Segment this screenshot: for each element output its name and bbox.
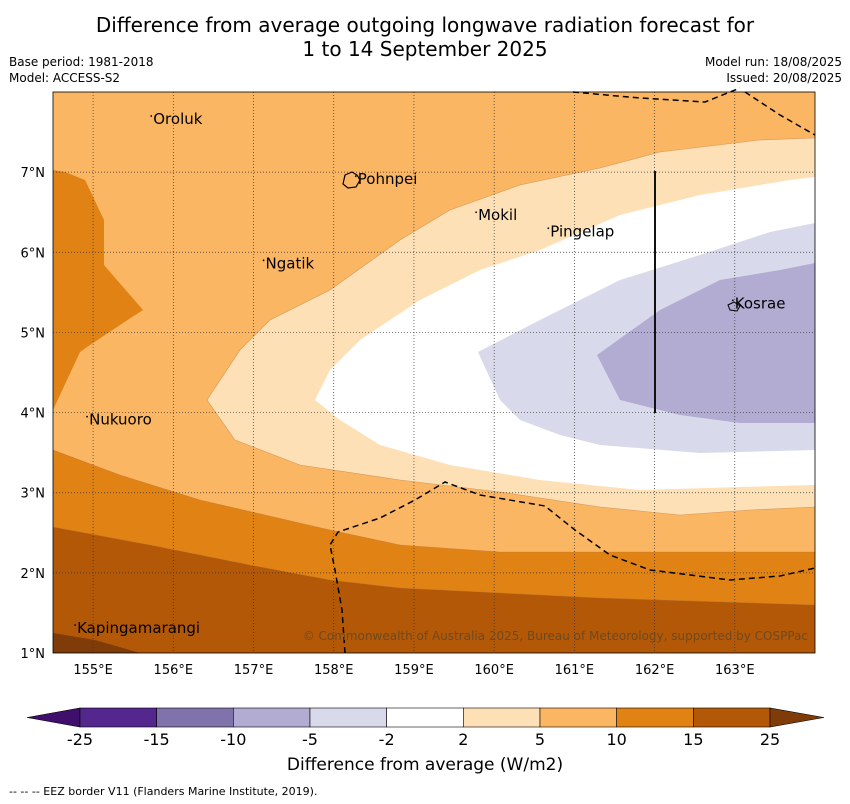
band-10-15-west (53, 170, 143, 410)
y-tick-label: 5°N (21, 326, 46, 341)
y-tick-label: 1°N (21, 647, 46, 662)
map-title: Difference from average outgoing longwav… (0, 13, 850, 61)
x-tick-label: 161°E (555, 663, 595, 678)
eez-border-northeast (744, 91, 816, 136)
colorbar-tick-label: 5 (534, 730, 546, 749)
y-tick-label: 2°N (21, 567, 46, 582)
colorbar-tick-label: 15 (683, 730, 704, 749)
x-tick-label: 155°E (73, 663, 113, 678)
colorbar-tick-label: -10 (220, 730, 247, 749)
gridlines (53, 92, 815, 653)
place-marker (731, 299, 734, 302)
colorbar-swatch (616, 707, 694, 728)
place-marker (475, 211, 478, 214)
colorbar-swatch (386, 707, 464, 728)
colorbar (26, 707, 825, 728)
contour-fill (53, 92, 815, 653)
meta-left: Base period: 1981-2018 Model: ACCESS-S2 (9, 54, 154, 86)
eez-border-south (329, 481, 816, 654)
x-axis-labels: 155°E 156°E 157°E 158°E 159°E 160°E 161°E 162°E… (73, 663, 754, 678)
colorbar-swatch (539, 707, 617, 728)
map-title-line2: 1 to 14 September 2025 (302, 37, 548, 61)
colorbar-title: Difference from average (W/m2) (286, 755, 564, 775)
x-tick-label: 157°E (234, 663, 274, 678)
place-marker (150, 115, 153, 117)
place-label-pingelap: Pingelap (550, 222, 614, 240)
colorbar-tick-label: -25 (66, 730, 94, 749)
colorbar-arrow-high (769, 707, 825, 728)
place-marker (354, 175, 357, 178)
colorbar-tick-label: -5 (302, 730, 318, 749)
colorbar-swatch (693, 707, 771, 728)
model-name: Model: ACCESS-S2 (9, 71, 121, 85)
colorbar-swatch (233, 707, 311, 728)
copyright-notice: © Commonwealth of Australia 2025, Bureau… (303, 629, 808, 643)
x-tick-label: 163°E (715, 663, 755, 678)
eez-border-north (572, 87, 741, 103)
colorbar-swatch (309, 707, 387, 728)
meta-right: Model run: 18/08/2025 Issued: 20/08/2025 (705, 54, 842, 86)
place-label-mokil: Mokil (478, 206, 517, 224)
colorbar-tick-label: -2 (378, 730, 395, 749)
x-tick-label: 159°E (394, 663, 434, 678)
colorbar-tick-label: -15 (143, 730, 170, 749)
pohnpei-island-icon (342, 171, 361, 189)
band-25-plus (53, 633, 140, 653)
band-minus10-minus5 (597, 263, 815, 423)
place-label-oroluk: Oroluk (153, 110, 202, 128)
y-axis-labels: 7°N 6°N 5°N 4°N 3°N 2°N 1°N (21, 166, 46, 662)
place-label-pohnpei: Pohnpei (358, 170, 418, 188)
colorbar-arrow-low (26, 707, 81, 728)
eez-border (329, 87, 816, 654)
y-tick-label: 6°N (21, 246, 46, 261)
colorbar-tick-label: 2 (458, 730, 469, 749)
colorbar-swatch (463, 707, 541, 728)
y-tick-label: 3°N (21, 487, 46, 502)
model-run: Model run: 18/08/2025 (704, 55, 842, 69)
y-tick-label: 7°N (21, 166, 46, 181)
x-tick-label: 162°E (635, 663, 675, 678)
base-period: Base period: 1981-2018 (9, 55, 154, 69)
colorbar-swatch (79, 707, 157, 728)
footnote: -- -- -- EEZ border V11 (Flanders Marine… (9, 785, 318, 798)
place-label-kosrae: Kosrae (735, 294, 786, 312)
y-tick-label: 4°N (21, 407, 46, 422)
kosrae-island-icon (727, 301, 741, 312)
colorbar-tick-label: 25 (759, 730, 781, 749)
issued-date: Issued: 20/08/2025 (726, 71, 842, 85)
x-tick-label: 156°E (154, 663, 194, 678)
x-tick-label: 158°E (314, 663, 354, 678)
place-marker (74, 624, 76, 626)
colorbar-tick-label: 10 (606, 730, 627, 749)
place-marker (547, 227, 550, 230)
place-label-kapingamarangi: Kapingamarangi (77, 619, 200, 637)
map-title-line1: Difference from average outgoing longwav… (95, 13, 755, 37)
place-label-ngatik: Ngatik (266, 254, 315, 272)
x-tick-label: 160°E (474, 663, 514, 678)
plot-frame (52, 91, 816, 654)
place-marker (86, 415, 88, 418)
colorbar-swatch (156, 707, 234, 728)
place-marker (262, 259, 265, 262)
place-label-nukuoro: Nukuoro (89, 411, 152, 429)
place-labels: Oroluk Pohnpei Mokil Pingelap Ngatik Kosrae Nu… (74, 110, 785, 637)
